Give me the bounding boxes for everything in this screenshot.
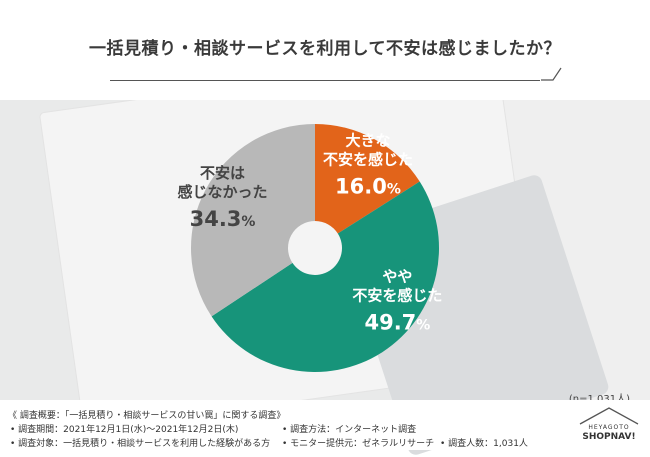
speech-tail-icon xyxy=(541,67,562,81)
slice-slight-anxiety xyxy=(211,181,439,372)
slice-no-anxiety xyxy=(191,124,315,317)
slice-slight-anxiety-category-line: 不安を感じた xyxy=(352,286,442,304)
slice-large-anxiety xyxy=(315,124,420,234)
title-underline xyxy=(110,80,540,81)
survey-count: • 調査人数：1,031人 xyxy=(440,439,528,449)
survey-provider: • モニター提供元：ゼネラルリサーチ xyxy=(282,439,435,449)
chart-title: 一括見積り・相談サービスを利用して不安は感じましたか？ xyxy=(89,39,561,59)
house-roof-icon xyxy=(579,407,639,425)
survey-overview: 《 調査概要：「一括見積り・相談サービスの甘い罠」に関する調査》 xyxy=(8,411,286,421)
slice-large-anxiety-category-line: 大きな xyxy=(345,132,390,150)
slice-slight-anxiety-value: 49.7% xyxy=(364,310,430,334)
slice-no-anxiety-category-line: 不安は xyxy=(200,164,245,182)
sample-size-note: (n=1,031人) xyxy=(569,390,630,405)
slice-slight-anxiety-category-line: やや xyxy=(382,267,412,285)
survey-method: • 調査方法：インターネット調査 xyxy=(282,425,417,435)
slice-no-anxiety-value: 34.3% xyxy=(190,207,256,231)
brand-logo: HEYAGOTO SHOPNAV! xyxy=(574,404,644,448)
slice-no-anxiety-category-line: 感じなかった xyxy=(178,183,268,201)
slice-large-anxiety-value: 16.0% xyxy=(335,175,401,199)
survey-target: • 調査対象：一括見積り・相談サービスを利用した経験がある方 xyxy=(10,439,271,449)
survey-footer: 《 調査概要：「一括見積り・相談サービスの甘い罠」に関する調査》 • 調査期間：… xyxy=(0,400,650,450)
slice-large-anxiety-category-line: 不安を感じた xyxy=(323,151,413,169)
title-panel: 一括見積り・相談サービスを利用して不安は感じましたか？ xyxy=(0,0,650,100)
brand-top-text: HEYAGOTO xyxy=(588,424,630,431)
brand-main-text: SHOPNAV! xyxy=(582,432,636,442)
survey-period: • 調査期間：2021年12月1日(水)～2021年12月2日(木) xyxy=(10,425,239,435)
